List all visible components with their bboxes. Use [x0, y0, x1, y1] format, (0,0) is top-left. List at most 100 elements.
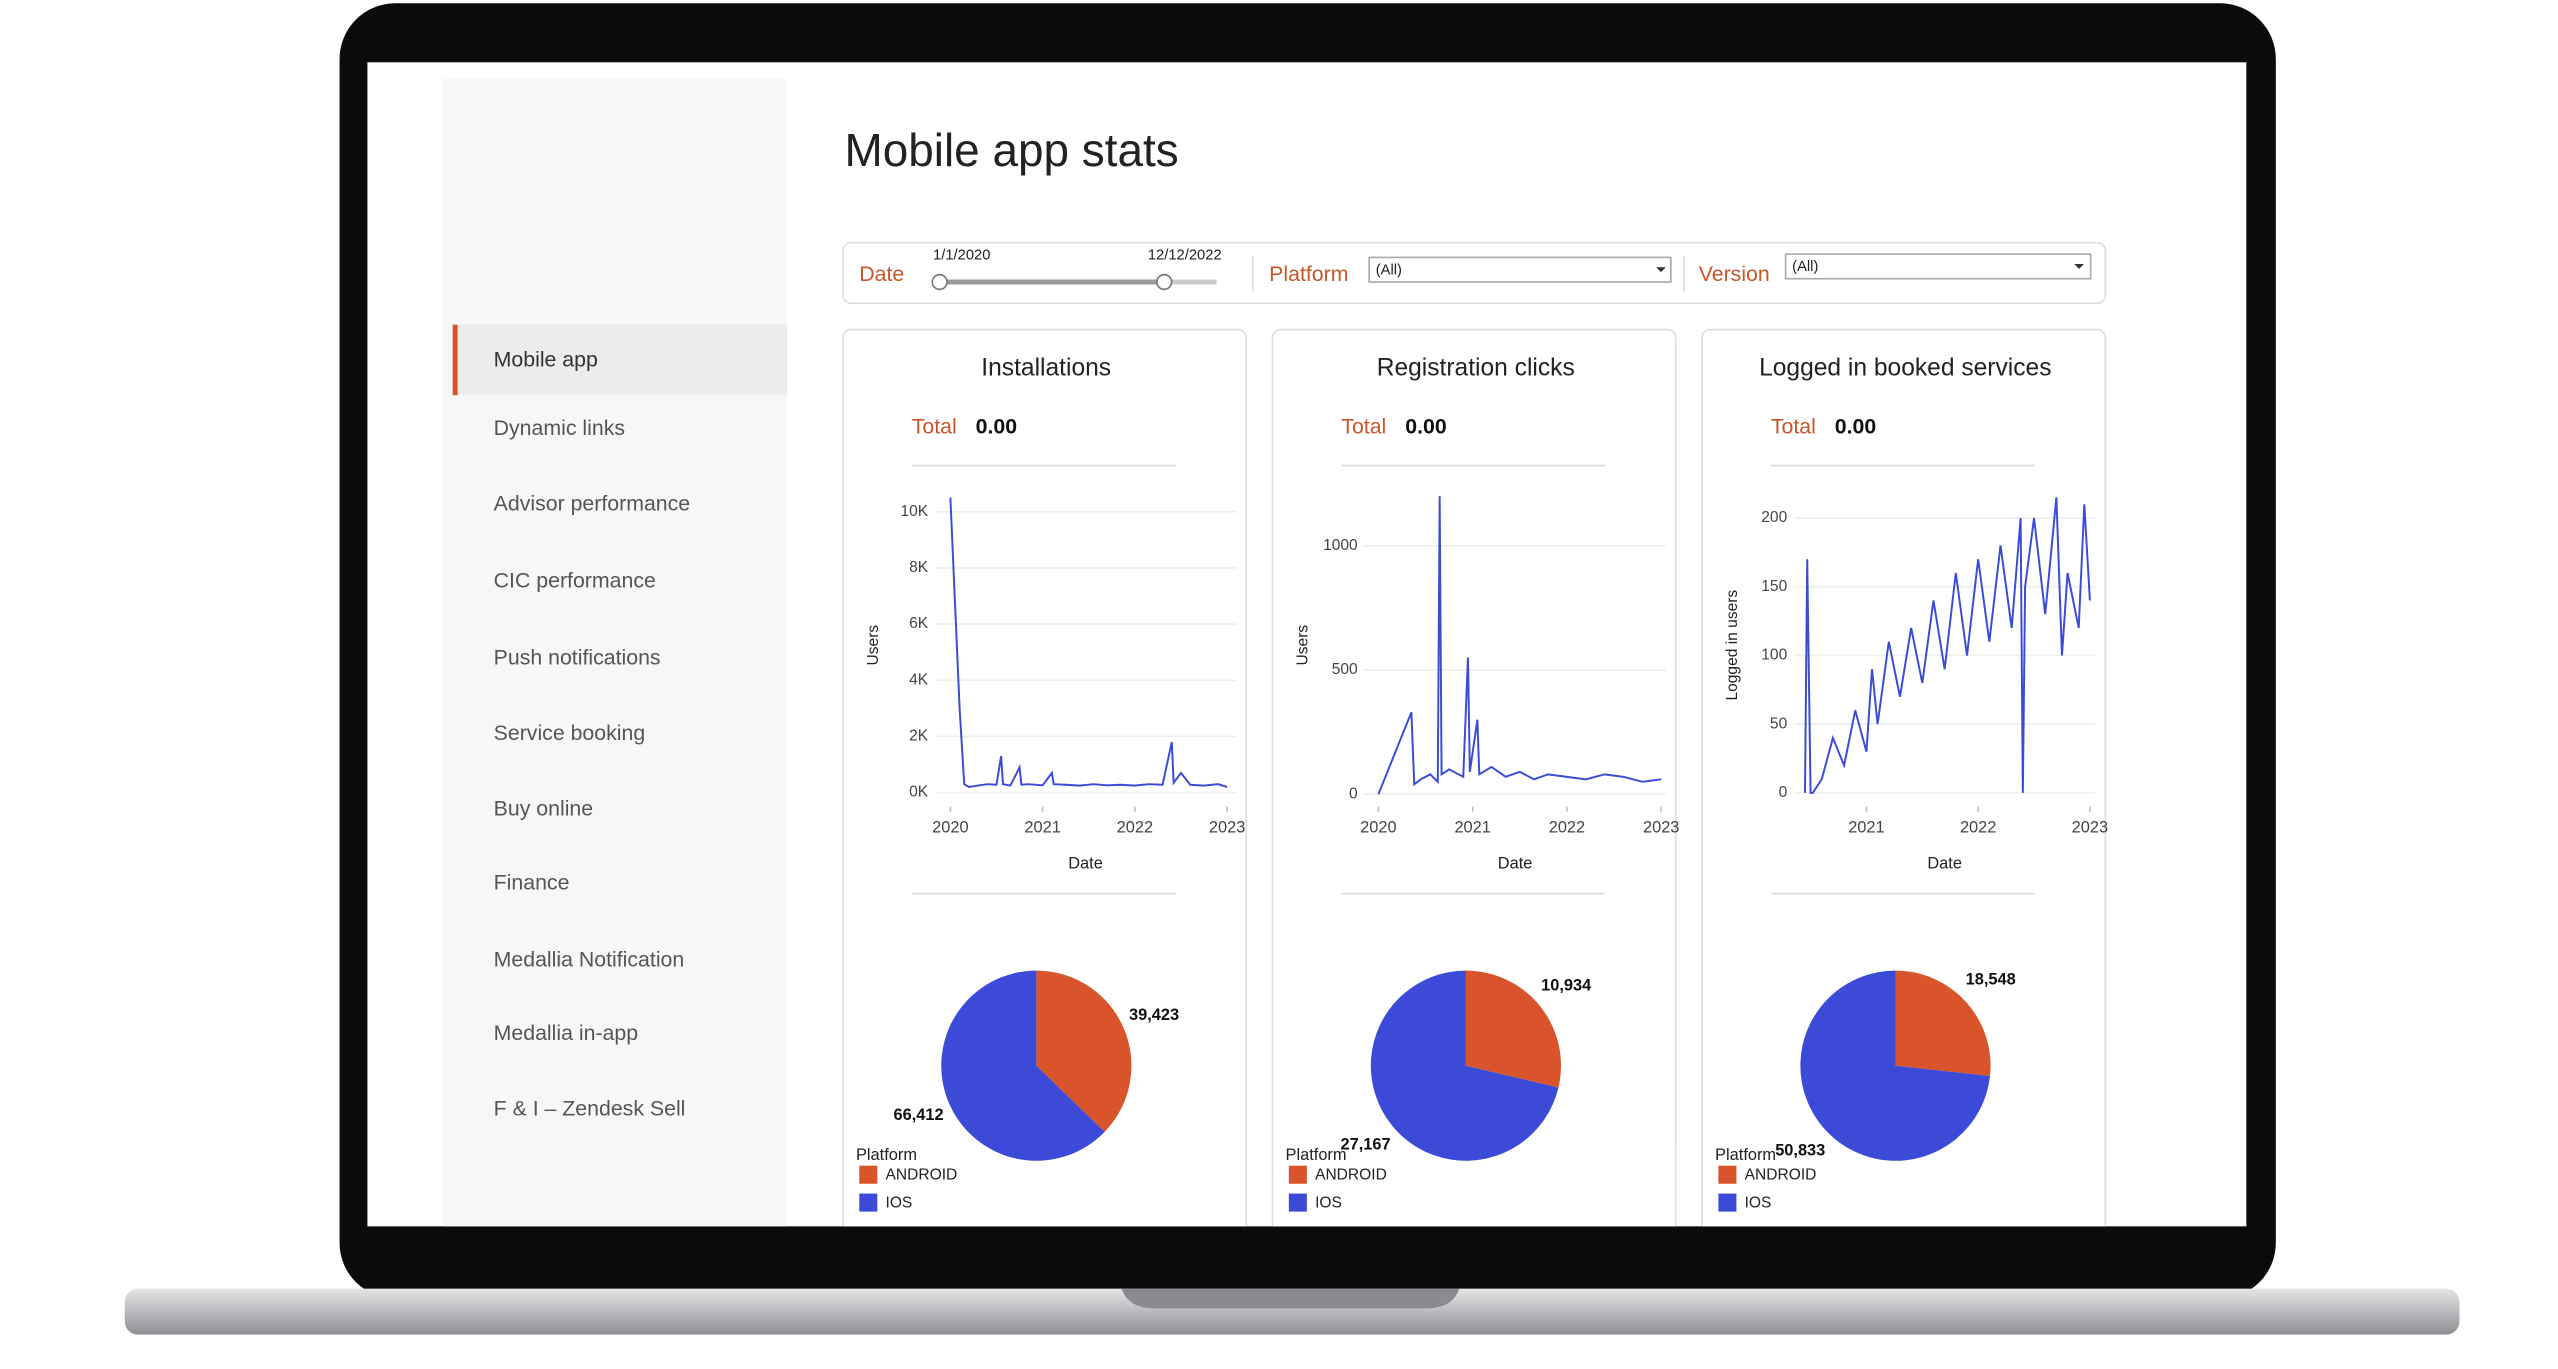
x-tick-label: 2023: [1209, 818, 1245, 836]
x-tick-label: 2020: [932, 818, 968, 836]
y-tick-label: 8K: [909, 559, 929, 576]
y-tick-label: 4K: [909, 671, 929, 688]
y-tick-label: 0: [1779, 784, 1788, 801]
app: Mobile app stats Date 1/1/2020 12/12/202…: [442, 78, 2108, 1227]
total-value: 0.00: [1405, 415, 1446, 439]
pie-slice: [1036, 970, 1132, 1132]
y-axis-label: Users: [1295, 625, 1312, 666]
platform-dropdown[interactable]: [1368, 256, 1672, 283]
nav-item[interactable]: Medallia Notification: [494, 947, 685, 971]
filter-label: Version: [1699, 262, 1770, 286]
active-indicator: [452, 324, 458, 396]
x-axis-label: Date: [1068, 854, 1103, 872]
legend-label: IOS: [886, 1195, 913, 1212]
y-tick-label: 50: [1770, 715, 1788, 732]
y-axis-label: Logged in users: [1724, 590, 1741, 701]
nav-item[interactable]: Dynamic links: [494, 416, 625, 440]
legend-label: IOS: [1315, 1195, 1342, 1212]
y-tick-label: 1000: [1323, 537, 1358, 554]
page-title: Mobile app stats: [845, 124, 1179, 176]
nav-item[interactable]: Push notifications: [494, 646, 661, 670]
x-tick-label: 2022: [1960, 818, 1996, 836]
x-axis-label: Date: [1498, 854, 1533, 872]
laptop-base: [124, 1288, 2460, 1335]
panel: [1701, 328, 2107, 1227]
y-tick-label: 100: [1761, 647, 1787, 664]
x-tick-label: 2022: [1117, 818, 1153, 836]
pie-slice: [1895, 970, 1991, 1077]
panel: [1271, 328, 1677, 1227]
date-start: 1/1/2020: [933, 248, 990, 264]
x-axis-label: Date: [1927, 854, 1962, 872]
y-tick-label: 500: [1332, 661, 1358, 678]
legend-swatch: [1718, 1193, 1737, 1212]
nav-item[interactable]: CIC performance: [494, 569, 656, 593]
legend-title: Platform: [1286, 1146, 1347, 1164]
legend-label: ANDROID: [886, 1167, 958, 1184]
dropdown-arrow: [2074, 263, 2085, 269]
pie-slice: [941, 970, 1105, 1161]
nav-item[interactable]: Service booking: [494, 721, 646, 745]
slider-handle[interactable]: [931, 273, 948, 291]
line-series: [949, 497, 1228, 789]
sidebar: [442, 78, 788, 1227]
panel-title: Registration clicks: [1377, 354, 1575, 381]
nav-item[interactable]: Buy online: [494, 797, 593, 821]
y-axis-label: Users: [865, 625, 882, 666]
slider-handle[interactable]: [1156, 273, 1173, 291]
dropdown-value: (All): [1792, 259, 1818, 275]
y-tick-label: 10K: [900, 503, 928, 520]
legend-swatch: [859, 1165, 878, 1184]
total-value: 0.00: [976, 415, 1017, 439]
total-value: 0.00: [1835, 415, 1876, 439]
filter-label: Platform: [1269, 262, 1348, 286]
pie-slice: [1370, 970, 1559, 1161]
total-label: Total: [1771, 415, 1816, 439]
legend-label: IOS: [1745, 1195, 1772, 1212]
total-label: Total: [912, 415, 957, 439]
x-tick-label: 2020: [1360, 818, 1396, 836]
active-item-bg: [452, 324, 788, 396]
nav-item[interactable]: Advisor performance: [494, 492, 691, 516]
nav-item[interactable]: Finance: [494, 870, 570, 894]
total-label: Total: [1341, 415, 1386, 439]
legend-title: Platform: [1715, 1146, 1776, 1164]
pie-value-label: 66,412: [894, 1106, 944, 1124]
y-tick-label: 6K: [909, 615, 929, 632]
pie-value-label: 10,934: [1541, 977, 1592, 995]
legend-swatch: [859, 1193, 878, 1212]
y-tick-label: 150: [1761, 578, 1787, 595]
nav-item[interactable]: F & I – Zendesk Sell: [494, 1097, 686, 1121]
panel-title: Installations: [981, 354, 1111, 381]
legend-swatch: [1288, 1193, 1307, 1212]
y-tick-label: 2K: [909, 728, 929, 745]
y-tick-label: 200: [1761, 509, 1787, 526]
nav-item[interactable]: Mobile app: [494, 347, 598, 371]
dropdown-value: (All): [1376, 262, 1402, 278]
x-tick-label: 2021: [1848, 818, 1884, 836]
legend-title: Platform: [856, 1146, 917, 1164]
x-tick-label: 2021: [1024, 818, 1060, 836]
pie-slice: [1465, 970, 1561, 1088]
filter-label: Date: [859, 262, 904, 286]
legend-swatch: [1718, 1165, 1737, 1184]
nav-item[interactable]: Medallia in-app: [494, 1021, 638, 1045]
dropdown-arrow: [1656, 267, 1666, 273]
pie-value-label: 50,833: [1775, 1141, 1825, 1159]
x-tick-label: 2022: [1549, 818, 1585, 836]
line-series: [1377, 496, 1662, 795]
legend-swatch: [1288, 1165, 1307, 1184]
x-tick-label: 2021: [1454, 818, 1490, 836]
y-tick-label: 0K: [909, 784, 929, 801]
date-end: 12/12/2022: [1148, 248, 1222, 264]
version-dropdown[interactable]: [1784, 253, 2092, 280]
x-tick-label: 2023: [2072, 818, 2108, 836]
line-series: [1803, 497, 2091, 794]
notch: [1121, 1288, 1460, 1309]
y-tick-label: 0: [1349, 785, 1358, 802]
x-tick-label: 2023: [1643, 818, 1679, 836]
panel-title: Logged in booked services: [1759, 354, 2051, 381]
pie-value-label: 39,423: [1129, 1006, 1179, 1024]
